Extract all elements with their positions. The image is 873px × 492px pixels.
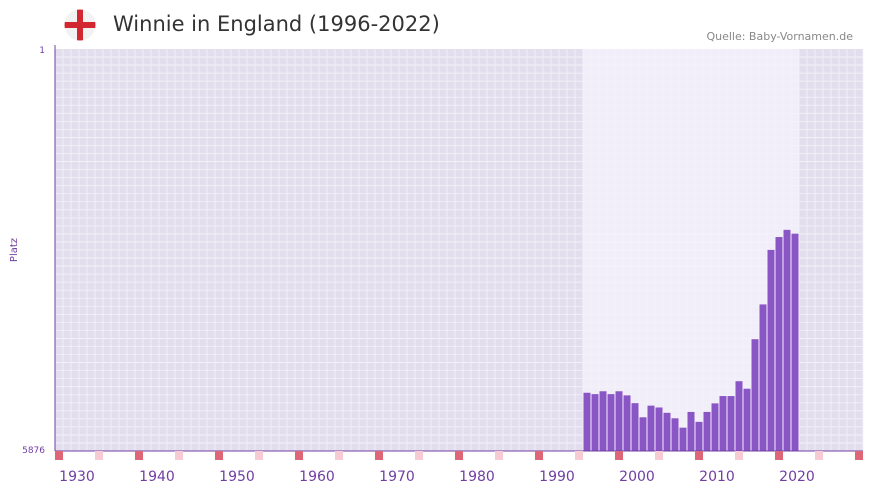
bar-2001 <box>639 417 647 451</box>
england-flag-icon <box>64 9 96 41</box>
bar-2002 <box>647 405 655 451</box>
x-tick-marker <box>495 451 503 460</box>
bar-2000 <box>631 403 639 451</box>
bar-2004 <box>663 412 671 451</box>
x-tick-marker <box>615 451 623 460</box>
x-tick-marker <box>655 451 663 460</box>
bar-2020 <box>791 233 799 451</box>
x-tick-label-1980: 1980 <box>459 469 495 485</box>
bar-2006 <box>679 427 687 451</box>
x-tick-marker <box>855 451 863 460</box>
x-tick-marker <box>335 451 343 460</box>
x-tick-label-2020: 2020 <box>779 469 815 485</box>
bar-2008 <box>695 421 703 451</box>
x-tick-marker <box>735 451 743 460</box>
x-tick-marker <box>135 451 143 460</box>
bar-2014 <box>743 388 751 451</box>
x-tick-marker <box>775 451 783 460</box>
x-tick-label-1990: 1990 <box>539 469 575 485</box>
x-tick-marker <box>695 451 703 460</box>
bar-2016 <box>759 304 767 451</box>
x-tick-marker <box>175 451 183 460</box>
x-tick-marker <box>535 451 543 460</box>
bar-2005 <box>671 418 679 451</box>
chart-title: Winnie in England (1996-2022) <box>113 12 440 36</box>
y-axis-label: Platz <box>9 238 20 262</box>
x-tick-label-1970: 1970 <box>379 469 415 485</box>
bar-1997 <box>607 394 615 451</box>
bar-2013 <box>735 381 743 451</box>
bar-1998 <box>615 391 623 451</box>
bar-series <box>583 229 799 451</box>
bar-2007 <box>687 411 695 451</box>
bar-2015 <box>751 339 759 451</box>
x-tick-label-2010: 2010 <box>699 469 735 485</box>
bar-2017 <box>767 249 775 451</box>
y-tick-label-top: 1 <box>39 46 45 56</box>
x-tick-label-2000: 2000 <box>619 469 655 485</box>
bar-2010 <box>711 403 719 451</box>
x-tick-marker <box>255 451 263 460</box>
x-tick-marker <box>55 451 63 460</box>
x-tick-marker <box>215 451 223 460</box>
source-link[interactable]: Quelle: Baby-Vornamen.de <box>706 30 853 43</box>
bar-1999 <box>623 395 631 451</box>
bar-2019 <box>783 229 791 451</box>
y-tick-label-bottom: 5876 <box>22 446 45 456</box>
plot-area <box>54 49 864 451</box>
x-tick-marker <box>95 451 103 460</box>
x-axis-ticks: 1930 1940 1950 1960 1970 1980 1990 2000 2010 2020 <box>55 451 863 485</box>
x-tick-marker <box>295 451 303 460</box>
x-tick-label-1930: 1930 <box>59 469 95 485</box>
bar-2009 <box>703 411 711 451</box>
x-tick-marker <box>455 451 463 460</box>
bar-2003 <box>655 407 663 451</box>
bar-1995 <box>591 394 599 451</box>
bar-2011 <box>719 396 727 451</box>
bar-2018 <box>775 237 783 451</box>
x-tick-marker <box>375 451 383 460</box>
bar-1994 <box>583 392 591 451</box>
x-tick-label-1960: 1960 <box>299 469 335 485</box>
x-tick-marker <box>575 451 583 460</box>
x-tick-marker <box>815 451 823 460</box>
x-tick-marker <box>415 451 423 460</box>
bar-2012 <box>727 396 735 451</box>
x-tick-label-1950: 1950 <box>219 469 255 485</box>
bar-1996 <box>599 391 607 451</box>
x-tick-label-1940: 1940 <box>139 469 175 485</box>
